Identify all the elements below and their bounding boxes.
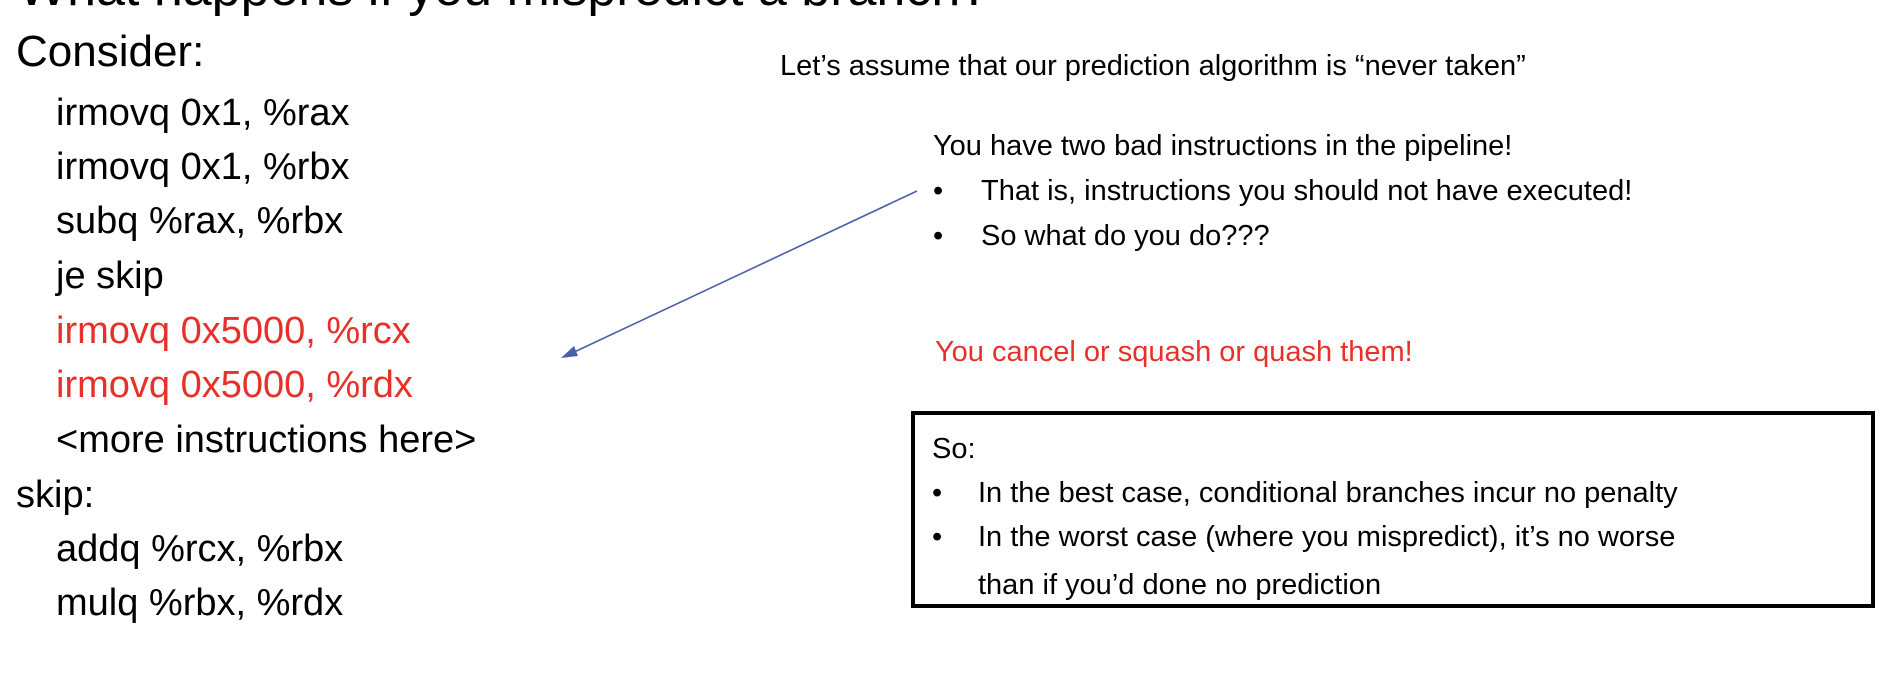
code-line: irmovq 0x1, %rax <box>56 92 350 134</box>
bullet-text: So what do you do??? <box>981 220 1270 252</box>
bullet-dot: • <box>932 521 943 553</box>
cancel-text: You cancel or squash or quash them! <box>935 336 1413 368</box>
bullet-item: • That is, instructions you should not ha… <box>933 177 1632 206</box>
code-line: addq %rcx, %rbx <box>56 528 344 570</box>
code-label: skip: <box>16 474 95 516</box>
consider-heading: Consider: <box>16 27 205 76</box>
summary-bullet-continuation: than if you’d done no prediction <box>978 569 1382 601</box>
arrow-head <box>561 346 578 358</box>
summary-heading: So: <box>932 433 976 465</box>
highlighted-code-line: irmovq 0x5000, %rcx <box>56 310 411 352</box>
slide-title: What happens if you mispredict a branch? <box>18 0 989 14</box>
code-line: subq %rax, %rbx <box>56 200 344 242</box>
summary-bullet-text: In the worst case (where you mispredict)… <box>978 521 1676 553</box>
summary-bullet-text: In the best case, conditional branches i… <box>978 477 1678 509</box>
highlighted-code-line: irmovq 0x5000, %rdx <box>56 364 413 406</box>
code-line: irmovq 0x1, %rbx <box>56 146 350 188</box>
summary-box: So: • In the best case, conditional bran… <box>911 411 1875 608</box>
assumption-text: Let’s assume that our prediction algorit… <box>780 50 1526 82</box>
bad-instructions-heading: You have two bad instructions in the pip… <box>933 130 1513 162</box>
code-line: je skip <box>56 255 164 297</box>
bullet-dot: • <box>933 220 944 252</box>
bullet-text: That is, instructions you should not hav… <box>981 175 1633 207</box>
bullet-dot: • <box>933 175 944 207</box>
bullet-dot: • <box>932 477 943 509</box>
arrow-shaft <box>569 190 918 355</box>
bullet-item: • So what do you do??? <box>933 222 1270 251</box>
code-line: mulq %rbx, %rdx <box>56 582 344 624</box>
code-line: <more instructions here> <box>56 419 477 461</box>
